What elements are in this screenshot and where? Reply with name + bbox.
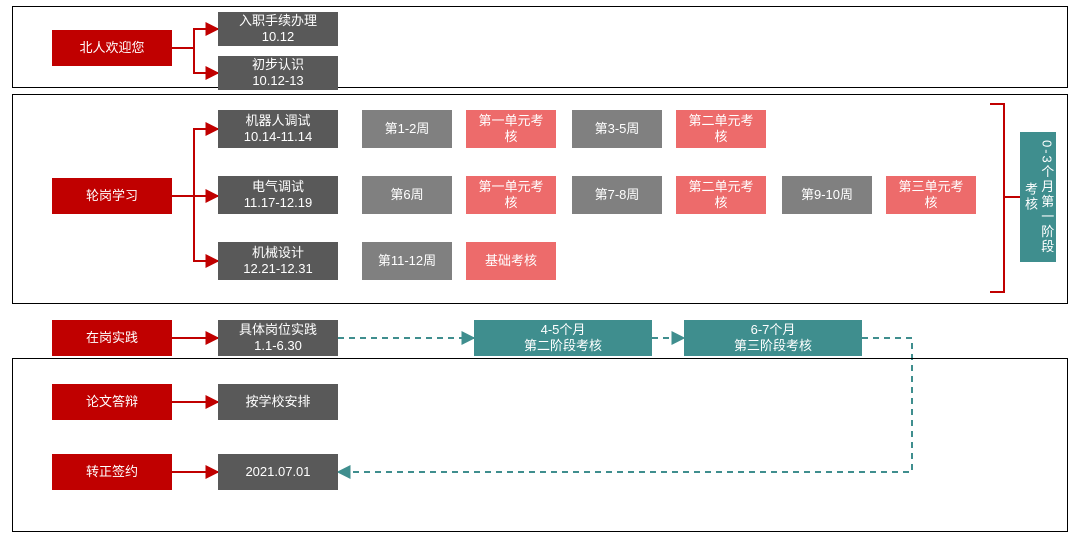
box-phase3-line2: 第三阶段考核	[734, 338, 812, 354]
box-rotation-line1: 轮岗学习	[86, 188, 138, 204]
box-wk35: 第3-5周	[572, 110, 662, 148]
box-wk910-line1: 第9-10周	[801, 187, 853, 203]
box-signing: 转正签约	[52, 454, 172, 490]
box-r-u2: 第二单元考核	[676, 110, 766, 148]
box-wk1112: 第11-12周	[362, 242, 452, 280]
box-elec: 电气调试11.17-12.19	[218, 176, 338, 214]
box-phase3-line1: 6-7个月	[751, 322, 796, 338]
box-e-u2-line2: 核	[714, 195, 727, 211]
box-mech-line2: 12.21-12.31	[243, 261, 312, 277]
box-r-u1-line2: 核	[504, 129, 517, 145]
box-e-u1-line2: 核	[504, 195, 517, 211]
box-intro-line1: 初步认识	[252, 57, 304, 73]
box-elec-line2: 11.17-12.19	[244, 195, 312, 211]
box-onboard-line1: 入职手续办理	[239, 13, 317, 29]
box-welcome-line1: 北人欢迎您	[79, 40, 144, 56]
box-elec-line1: 电气调试	[252, 179, 304, 195]
box-phase1: 0-3个月第一阶段考核	[1020, 132, 1056, 262]
box-r-u1-line1: 第一单元考	[478, 113, 543, 129]
box-r-u1: 第一单元考核	[466, 110, 556, 148]
box-mech-line1: 机械设计	[252, 245, 304, 261]
box-rotation: 轮岗学习	[52, 178, 172, 214]
box-phase3: 6-7个月第三阶段考核	[684, 320, 862, 356]
box-r-u2-line1: 第二单元考	[688, 113, 753, 129]
box-onjob-d-line2: 1.1-6.30	[254, 338, 302, 354]
box-r-u2-line2: 核	[714, 129, 727, 145]
box-signing-line1: 转正签约	[86, 464, 138, 480]
box-e-u2-line1: 第二单元考	[688, 179, 753, 195]
box-wk12-line1: 第1-2周	[385, 121, 430, 137]
box-phase2-line2: 第二阶段考核	[524, 338, 602, 354]
box-onjob-line1: 在岗实践	[86, 330, 138, 346]
box-onjob: 在岗实践	[52, 320, 172, 356]
box-wk1112-line1: 第11-12周	[378, 253, 436, 269]
box-onjob-d: 具体岗位实践1.1-6.30	[218, 320, 338, 356]
box-e-u1: 第一单元考核	[466, 176, 556, 214]
box-m-bas-line1: 基础考核	[485, 253, 537, 269]
box-e-u3-line2: 核	[924, 195, 937, 211]
box-thesis-d: 按学校安排	[218, 384, 338, 420]
box-onboard: 入职手续办理10.12	[218, 12, 338, 46]
box-e-u2: 第二单元考核	[676, 176, 766, 214]
box-thesis-line1: 论文答辩	[86, 394, 138, 410]
box-robot: 机器人调试10.14-11.14	[218, 110, 338, 148]
box-signing-d-line1: 2021.07.01	[245, 464, 310, 480]
box-wk35-line1: 第3-5周	[595, 121, 640, 137]
box-e-u3-line1: 第三单元考	[898, 179, 963, 195]
box-wk910: 第9-10周	[782, 176, 872, 214]
box-mech: 机械设计12.21-12.31	[218, 242, 338, 280]
box-wk78-line1: 第7-8周	[595, 187, 640, 203]
box-e-u1-line1: 第一单元考	[478, 179, 543, 195]
box-robot-line2: 10.14-11.14	[244, 129, 312, 145]
box-onboard-line2: 10.12	[262, 29, 295, 45]
box-e-u3: 第三单元考核	[886, 176, 976, 214]
box-robot-line1: 机器人调试	[245, 113, 310, 129]
box-signing-d: 2021.07.01	[218, 454, 338, 490]
box-phase2: 4-5个月第二阶段考核	[474, 320, 652, 356]
box-thesis-d-line1: 按学校安排	[245, 394, 310, 410]
box-phase1-label: 0-3个月第一阶段考核	[1022, 134, 1055, 260]
box-wk12: 第1-2周	[362, 110, 452, 148]
box-wk6-line1: 第6周	[390, 187, 423, 203]
box-onjob-d-line1: 具体岗位实践	[239, 322, 317, 338]
box-m-bas: 基础考核	[466, 242, 556, 280]
box-wk78: 第7-8周	[572, 176, 662, 214]
diagram-stage: { "colors":{ "red":"#c00000","gray":"#59…	[0, 0, 1080, 545]
box-intro: 初步认识10.12-13	[218, 56, 338, 90]
box-wk6: 第6周	[362, 176, 452, 214]
box-intro-line2: 10.12-13	[252, 73, 303, 89]
box-thesis: 论文答辩	[52, 384, 172, 420]
box-welcome: 北人欢迎您	[52, 30, 172, 66]
box-phase2-line1: 4-5个月	[541, 322, 586, 338]
